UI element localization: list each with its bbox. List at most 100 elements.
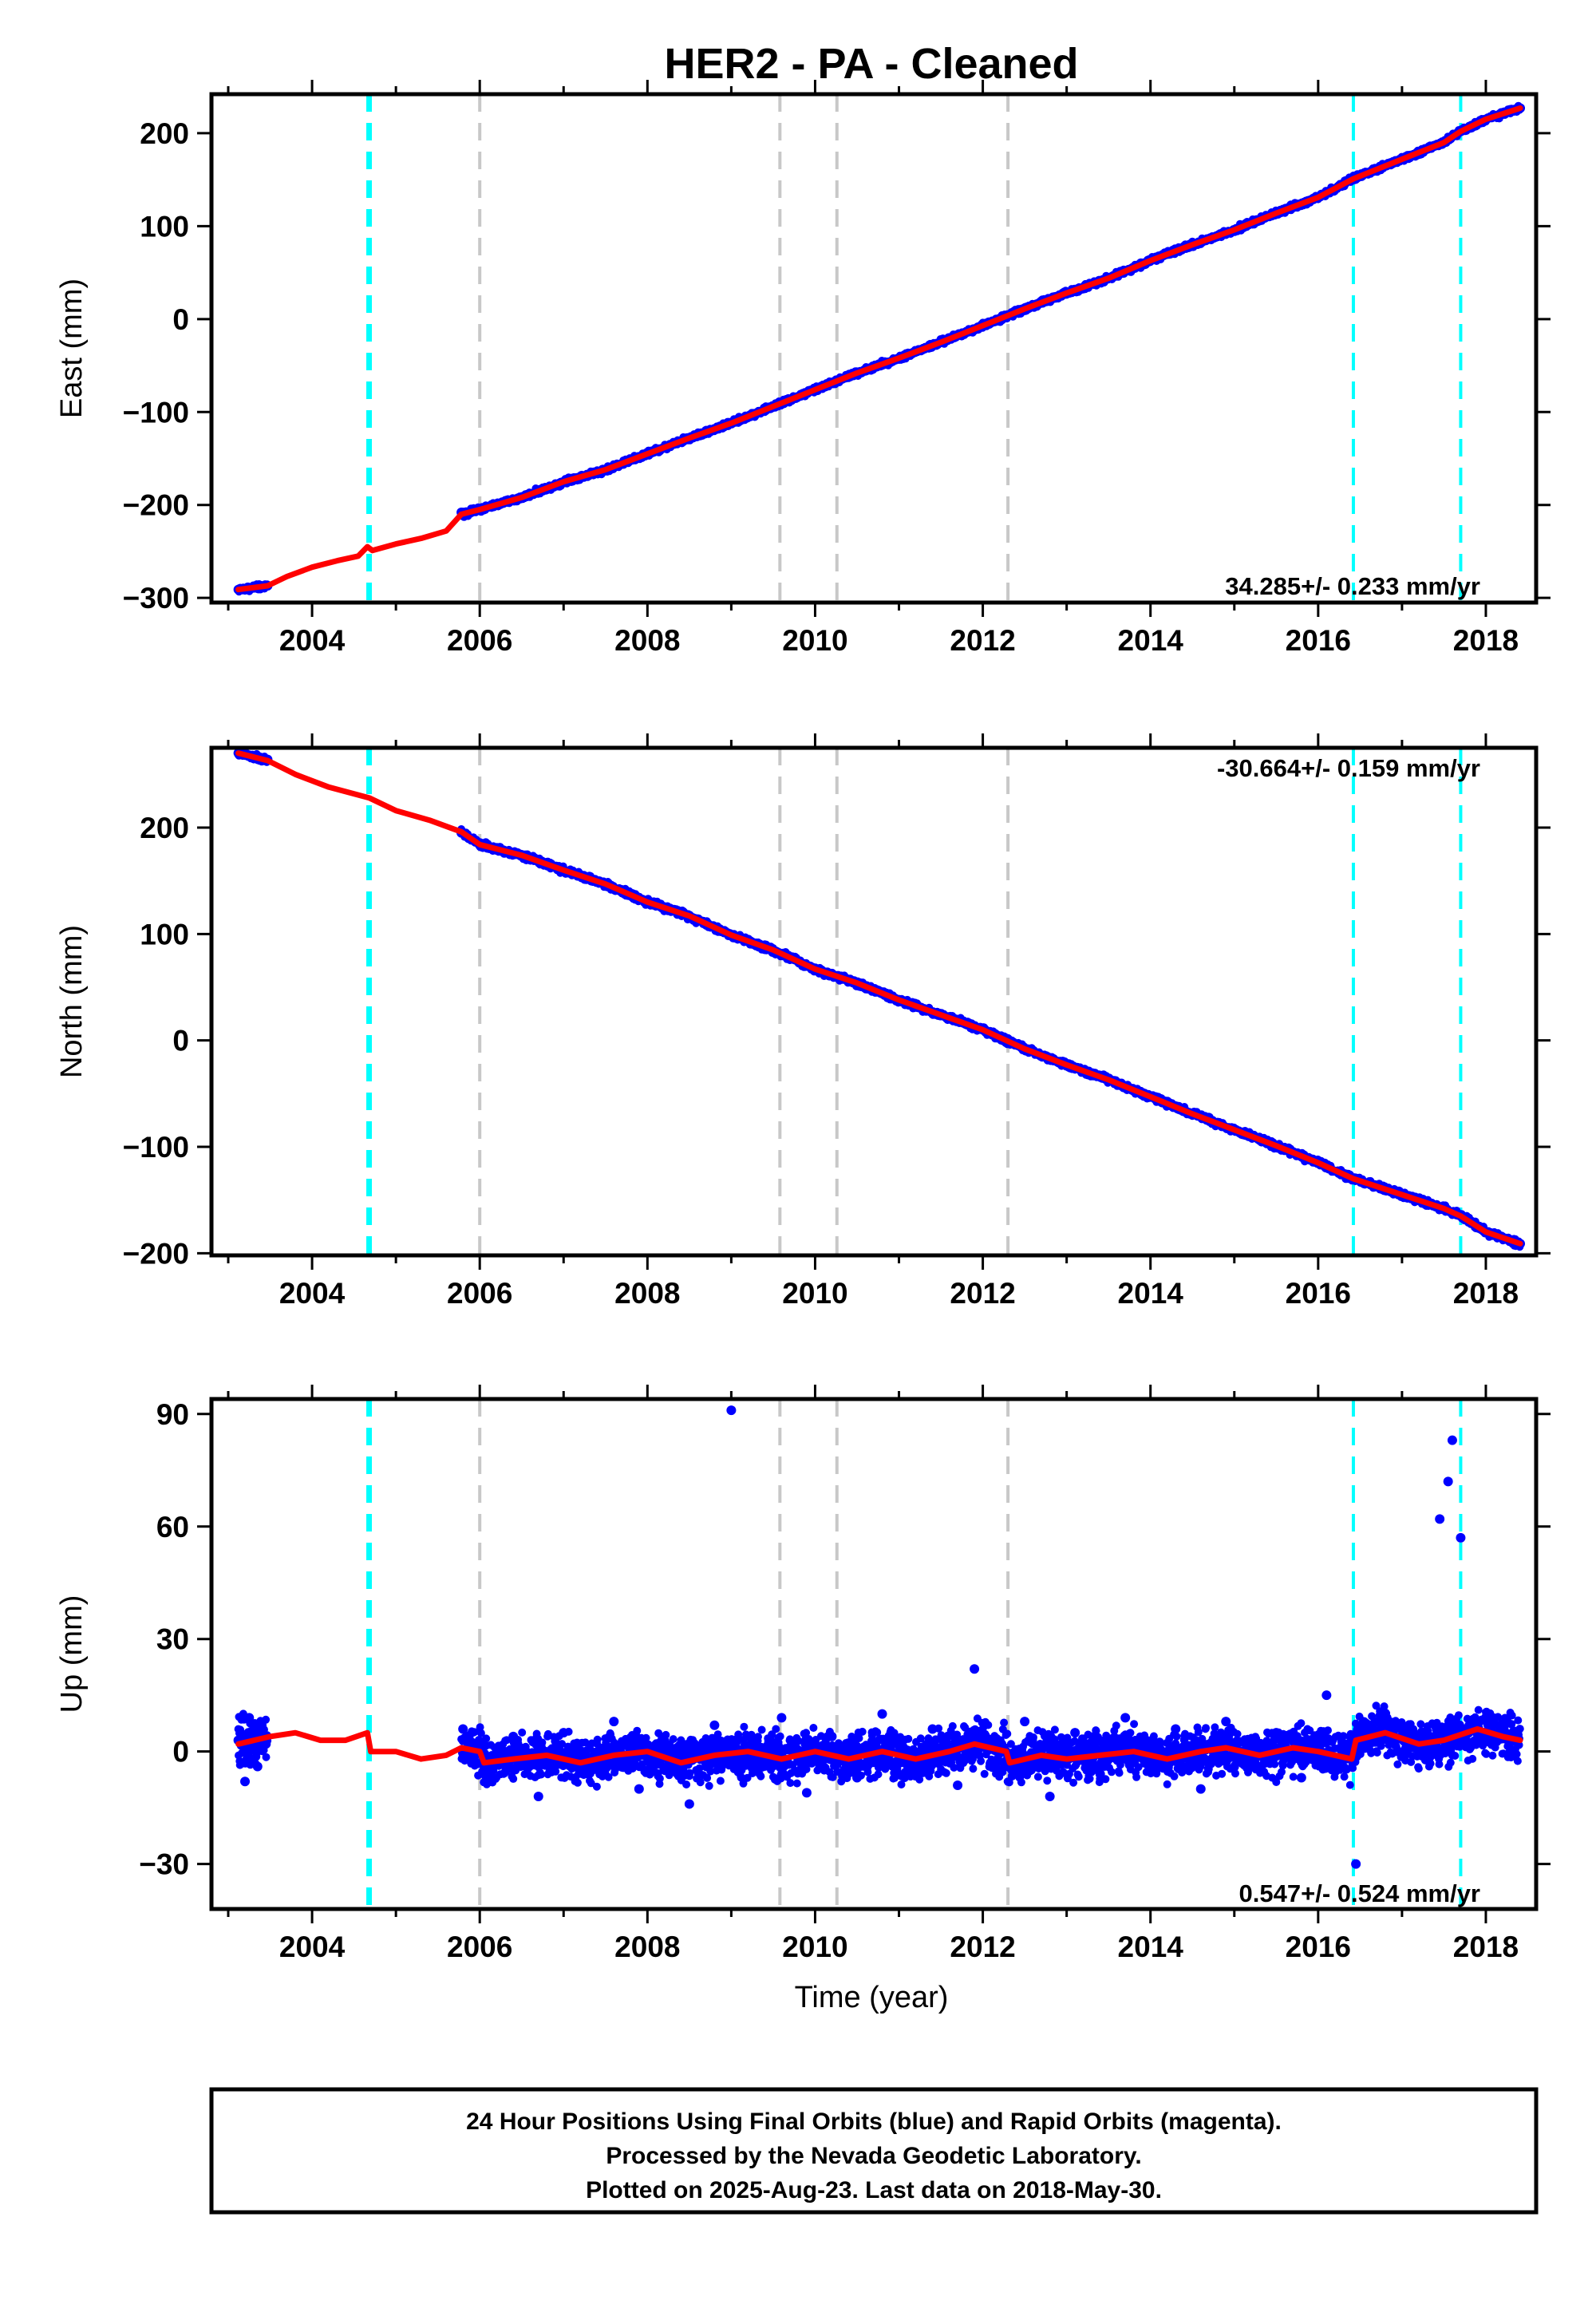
up-data-point-51 xyxy=(1456,1532,1466,1543)
up-data-point-37 xyxy=(1195,1784,1206,1794)
north-y-tick-label-0: 200 xyxy=(140,812,189,844)
figure-title: HER2 - PA - Cleaned xyxy=(664,40,1078,88)
up-data-point-23 xyxy=(851,1773,862,1783)
up-data-point-13 xyxy=(609,1717,619,1727)
east-plot-frame xyxy=(209,92,1539,605)
up-data-point-19 xyxy=(751,1765,761,1776)
up-data-point-17 xyxy=(709,1720,720,1730)
north-y-axis-label: North (mm) xyxy=(55,925,89,1078)
east-x-tick-label-2008: 2008 xyxy=(614,624,680,657)
east-x-tick-label-2010: 2010 xyxy=(782,624,847,657)
north-y-tick-label-2: 0 xyxy=(172,1025,189,1057)
east-y-axis-label: East (mm) xyxy=(55,279,89,418)
up-data-point-32 xyxy=(1070,1728,1080,1738)
east-y-axis: 200 100 0 −100 −200 −300 xyxy=(123,117,1551,615)
north-x-tick-label-2008: 2008 xyxy=(614,1277,680,1310)
east-model-line xyxy=(235,105,1523,593)
up-data-point-21 xyxy=(801,1788,812,1798)
up-x-tick-label-2012: 2012 xyxy=(950,1931,1015,1963)
up-rate-label: 0.547+/- 0.524 mm/yr xyxy=(1239,1879,1480,1907)
panel-east: 2004 2006 2008 2010 2012 2014 2016 2018 200 100 0… xyxy=(55,80,1551,657)
up-data-point-34 xyxy=(1120,1713,1131,1723)
up-data-point-30 xyxy=(1020,1717,1030,1727)
east-rate-label: 34.285+/- 0.233 mm/yr xyxy=(1225,572,1480,600)
up-x-tick-label-2010: 2010 xyxy=(782,1931,847,1963)
north-y-axis: 200 100 0 −100 −200 xyxy=(123,812,1551,1270)
up-data-point-40 xyxy=(1271,1728,1282,1738)
up-data-point-52 xyxy=(1480,1713,1491,1723)
up-series xyxy=(233,1405,1524,1869)
footer-line-3: Plotted on 2025-Aug-23. Last data on 201… xyxy=(586,2177,1162,2203)
up-x-tick-label-2006: 2006 xyxy=(447,1931,512,1963)
panel-north: 2004 2006 2008 2010 2012 2014 2016 2018 200 100 0… xyxy=(55,733,1551,1310)
north-plot-frame xyxy=(209,745,1539,1258)
north-x-tick-label-2012: 2012 xyxy=(950,1277,1015,1310)
up-data-point-27 xyxy=(953,1780,963,1790)
up-y-tick-label-3: 0 xyxy=(172,1736,189,1769)
up-x-tick-label-2014: 2014 xyxy=(1118,1931,1184,1963)
up-data-point-16 xyxy=(684,1799,694,1809)
north-x-tick-label-2016: 2016 xyxy=(1286,1277,1351,1310)
north-x-tick-label-2018: 2018 xyxy=(1453,1277,1519,1310)
up-data-point-12 xyxy=(583,1769,594,1779)
north-y-tick-label-4: −200 xyxy=(123,1237,189,1270)
east-x-tick-label-2012: 2012 xyxy=(950,624,1015,657)
up-data-point-28 xyxy=(970,1664,980,1674)
east-x-axis: 2004 2006 2008 2010 2012 2014 2016 2018 xyxy=(227,80,1519,657)
north-model-line xyxy=(235,750,1523,1247)
up-data-point-41 xyxy=(1296,1773,1306,1783)
x-axis-label: Time (year) xyxy=(795,1981,949,2014)
up-data-point-44 xyxy=(1351,1859,1361,1869)
up-data-point-6 xyxy=(261,1739,271,1749)
footer-frame xyxy=(209,2087,1539,2215)
east-x-tick-label-2006: 2006 xyxy=(447,624,512,657)
east-x-tick-label-2018: 2018 xyxy=(1453,624,1519,657)
north-x-tick-label-2006: 2006 xyxy=(447,1277,512,1310)
up-x-tick-label-2016: 2016 xyxy=(1286,1931,1351,1963)
up-x-tick-label-2018: 2018 xyxy=(1453,1931,1519,1963)
east-x-tick-label-2004: 2004 xyxy=(279,624,346,657)
east-x-tick-label-2014: 2014 xyxy=(1118,624,1184,657)
up-data-point-29 xyxy=(994,1765,1005,1776)
up-x-tick-label-2004: 2004 xyxy=(279,1931,346,1963)
up-data-point-48 xyxy=(1435,1514,1445,1524)
up-data-point-50 xyxy=(1447,1435,1457,1445)
up-data-point-36 xyxy=(1171,1724,1181,1734)
up-observation-cloud xyxy=(234,1701,1524,1791)
east-y-tick-label-0: 200 xyxy=(140,117,189,150)
up-x-axis: 2004 2006 2008 2010 2012 2014 2016 2018 xyxy=(227,1385,1519,1963)
up-data-point-38 xyxy=(1221,1717,1231,1727)
up-data-point-3 xyxy=(248,1728,259,1738)
east-series xyxy=(233,101,1526,596)
east-y-tick-label-4: −200 xyxy=(123,489,189,522)
footer-line-2: Processed by the Nevada Geodetic Laborat… xyxy=(606,2143,1141,2169)
up-data-point-14 xyxy=(634,1784,644,1794)
up-data-point-18 xyxy=(726,1405,737,1416)
north-rate-label: -30.664+/- 0.159 mm/yr xyxy=(1217,754,1480,782)
north-x-tick-label-2004: 2004 xyxy=(279,1277,346,1310)
east-y-tick-label-1: 100 xyxy=(140,210,189,243)
footer-line-1: 24 Hour Positions Using Final Orbits (bl… xyxy=(466,2109,1282,2135)
east-x-tick-label-2016: 2016 xyxy=(1286,624,1351,657)
up-data-point-7 xyxy=(458,1724,468,1734)
up-y-tick-label-4: −30 xyxy=(139,1848,189,1881)
footer-box: 24 Hour Positions Using Final Orbits (bl… xyxy=(209,2087,1539,2215)
up-data-point-2 xyxy=(244,1713,255,1723)
up-y-axis-label: Up (mm) xyxy=(55,1595,89,1713)
up-data-point-35 xyxy=(1145,1761,1156,1772)
up-model-line xyxy=(235,1726,1523,1766)
north-observation-cloud xyxy=(234,746,1524,1251)
north-x-axis: 2004 2006 2008 2010 2012 2014 2016 2018 xyxy=(227,733,1519,1310)
up-data-point-9 xyxy=(508,1731,519,1741)
up-y-axis: 90 60 30 0 −30 xyxy=(139,1398,1551,1881)
north-y-tick-label-1: 100 xyxy=(140,918,189,951)
east-y-tick-label-3: −100 xyxy=(123,396,189,429)
up-data-point-4 xyxy=(252,1761,263,1772)
up-data-point-42 xyxy=(1321,1690,1332,1701)
up-data-point-45 xyxy=(1372,1717,1382,1727)
up-data-point-24 xyxy=(877,1709,887,1719)
north-x-tick-label-2014: 2014 xyxy=(1118,1277,1184,1310)
up-data-point-20 xyxy=(776,1713,787,1723)
up-data-point-39 xyxy=(1246,1757,1256,1768)
